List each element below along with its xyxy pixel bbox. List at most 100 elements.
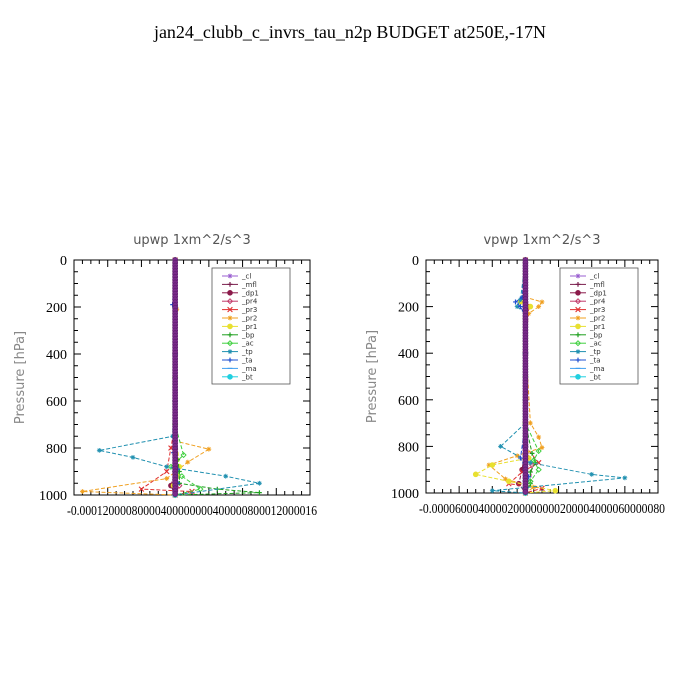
series-point-tp: [223, 473, 229, 479]
zero-marker-stack: [522, 257, 529, 495]
y-axis-label: Pressure [hPa]: [365, 330, 380, 423]
upwp-plot: upwp 1xm^2/s^3 0 200 400 600 800 1000-0.000120…: [13, 233, 317, 519]
series-point-ac: [530, 457, 537, 464]
series-point-tp: [622, 475, 628, 481]
legend-label: _pr2: [241, 315, 257, 323]
legend-label: _dp1: [589, 289, 607, 297]
legend-label: _pr1: [589, 323, 605, 331]
series-point-ac: [180, 451, 187, 459]
legend-symbol: [227, 357, 233, 363]
series-line-ac: [170, 260, 202, 496]
legend-symbol: [227, 323, 233, 330]
legend-symbol: [575, 357, 581, 363]
plot-title: upwp 1xm^2/s^3: [133, 233, 251, 248]
series-line-tp: [99, 260, 260, 496]
series-point-pr2: [526, 311, 532, 316]
series-point-pr1: [552, 487, 559, 494]
legend-symbol: [227, 315, 233, 321]
legend-symbol: [575, 282, 581, 287]
series-point-ta: [513, 299, 518, 305]
legend-label: _pr4: [241, 298, 258, 306]
series-point-tp: [130, 455, 136, 460]
legend-symbol: [575, 289, 581, 296]
figure-title: jan24_clubb_c_invrs_tau_n2p BUDGET at250…: [153, 22, 547, 42]
series-point-tp: [96, 447, 102, 453]
series-point-pr2: [514, 453, 520, 459]
legend-label: _cl: [241, 273, 251, 281]
series-point-bp: [528, 469, 533, 475]
series-point-pr3: [163, 468, 170, 475]
legend-label: _mfl: [589, 281, 605, 289]
stack-point: [172, 491, 179, 497]
series-point-tp: [164, 464, 170, 470]
series-line-pr1: [474, 260, 556, 494]
legend-symbol: [227, 373, 233, 380]
legend-symbol: [575, 323, 581, 330]
legend-symbol: [227, 289, 233, 296]
legend-label: _pr3: [241, 306, 257, 314]
legend-symbol: [575, 349, 581, 354]
series-point-pr2: [80, 489, 85, 494]
series-point-pr1: [506, 478, 512, 485]
series-point-tp: [257, 480, 262, 486]
legend-label: _ma: [241, 365, 257, 373]
legend-label: _pr1: [241, 323, 257, 331]
y-tick-label: 600: [398, 394, 419, 409]
series-point-pr2: [164, 476, 170, 481]
y-tick-label: 600: [46, 395, 67, 410]
series-point-pr3: [138, 486, 145, 492]
legend-symbol: [575, 306, 581, 313]
legend-label: _ac: [589, 340, 602, 348]
series-point-pr1: [489, 462, 496, 468]
legend-symbol: [226, 298, 234, 305]
x-tick-labels: -0.0001200008000040000000040000080001200…: [67, 504, 317, 519]
series-point-tp: [514, 304, 520, 309]
legend-label: _ac: [241, 340, 254, 348]
x-tick-labels: -0.0000600040000200000000200004000060000…: [419, 502, 665, 517]
y-tick-label: 400: [398, 347, 419, 362]
series-point-tp: [489, 488, 495, 494]
series-point-ac: [535, 466, 542, 473]
y-tick-label: 200: [46, 301, 67, 316]
legend-label: _tp: [589, 348, 601, 356]
series-point-pr2: [206, 446, 212, 452]
legend-symbol: [227, 282, 233, 287]
series-line-bp: [174, 260, 260, 496]
series-line-pr3: [139, 260, 193, 496]
legend-label: _mfl: [241, 281, 257, 289]
y-tick-label: 400: [46, 348, 67, 363]
series-point-pr2: [539, 299, 545, 305]
legend-symbol: [226, 340, 234, 347]
series-point-ta: [518, 304, 523, 309]
series-point-bp: [529, 450, 535, 456]
series-point-pr2: [528, 420, 533, 426]
series-point-pr2: [503, 476, 508, 482]
series-point-ta: [518, 455, 523, 461]
legend-label: _bt: [241, 373, 253, 381]
series-point-pr1: [527, 303, 534, 310]
series-point-tp: [498, 444, 503, 449]
vpwp-plot: vpwp 1xm^2/s^3 0 200 400 600 800 1000-0.000060…: [365, 233, 665, 517]
legend-label: _pr2: [589, 315, 605, 323]
legend-label: _cl: [589, 273, 599, 281]
series-point-pr1: [472, 471, 479, 478]
legend-label: _bp: [241, 331, 255, 339]
legend-symbol: [575, 273, 581, 279]
legend-symbol: [227, 332, 233, 338]
y-tick-label: 800: [398, 440, 419, 455]
series-point-bp: [257, 490, 262, 496]
series-point-pr2: [536, 304, 542, 309]
series-point-tp: [589, 471, 595, 477]
legend-label: _ma: [589, 365, 605, 373]
series-point-pr2: [536, 434, 542, 440]
y-tick-label: 1000: [39, 489, 67, 504]
legend-label: _pr4: [589, 298, 606, 306]
legend-symbol: [575, 315, 581, 321]
legend-label: _ta: [589, 357, 601, 365]
legend-symbol: [575, 332, 581, 338]
legend-symbol: [227, 273, 233, 279]
series-point-pr2: [539, 445, 545, 450]
zero-marker-stack: [172, 257, 179, 497]
y-tick-label: 0: [412, 254, 419, 269]
